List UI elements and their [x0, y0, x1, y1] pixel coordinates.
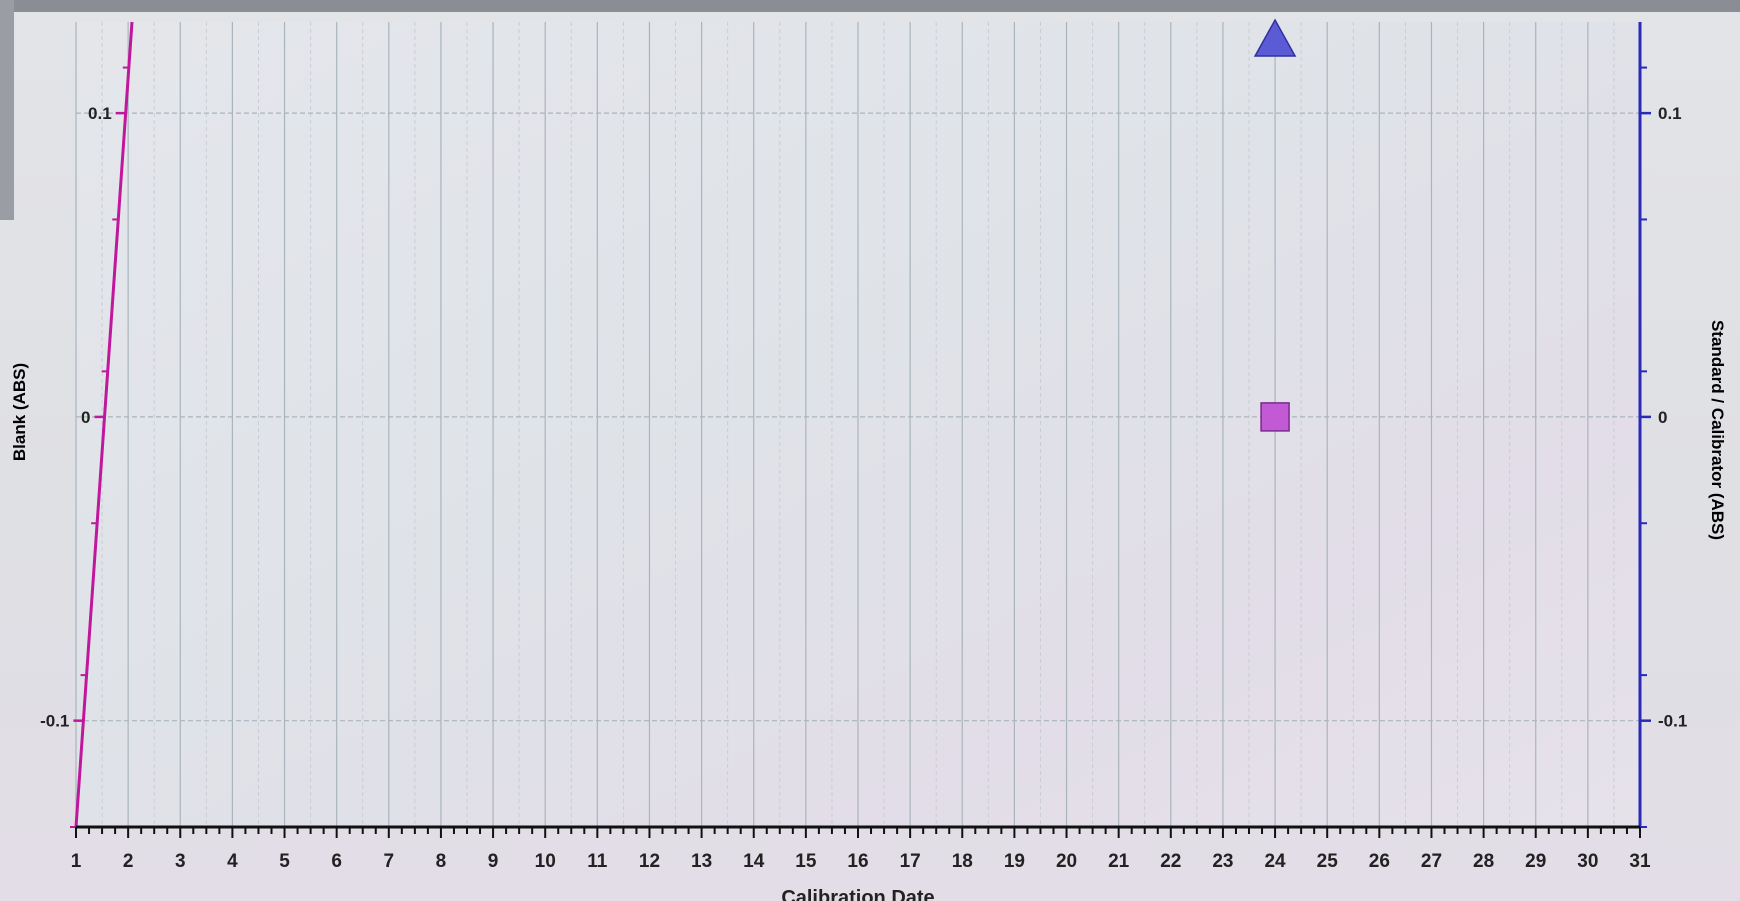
- x-tick-label: 27: [1421, 851, 1442, 872]
- left-axis-line: [74, 21, 134, 828]
- x-tick-label: 6: [331, 851, 342, 872]
- x-tick-label: 22: [1160, 851, 1181, 872]
- right-axis-title: Standard / Calibrator (ABS): [1708, 320, 1727, 540]
- x-tick-label: 30: [1577, 851, 1598, 872]
- x-tick-label: 8: [436, 851, 447, 872]
- x-tick-label: 15: [795, 851, 817, 872]
- window-top-edge: [0, 0, 1740, 12]
- x-tick-label: 29: [1525, 851, 1546, 872]
- x-axis-title: Calibration Date: [781, 887, 934, 901]
- x-tick-label: 31: [1629, 851, 1651, 872]
- x-tick-label: 23: [1212, 851, 1233, 872]
- blank-square-marker: [1260, 402, 1290, 432]
- x-tick-label: 14: [743, 851, 765, 872]
- gridlines: [75, 22, 1641, 827]
- x-tick-label: 2: [123, 851, 134, 872]
- right-tick-label: 0: [1658, 408, 1667, 427]
- x-tick-label: 21: [1108, 851, 1130, 872]
- x-tick-label: 25: [1317, 851, 1339, 872]
- x-tick-label: 13: [691, 851, 712, 872]
- standard-triangle-marker: [1253, 18, 1297, 57]
- x-tick-label: 16: [847, 851, 868, 872]
- right-tick-label: -0.1: [1658, 712, 1687, 731]
- x-tick-label: 17: [900, 851, 921, 872]
- x-tick-label: 11: [587, 851, 608, 872]
- x-tick-label: 24: [1264, 851, 1286, 872]
- x-tick-label: 19: [1004, 851, 1025, 872]
- x-tick-label: 1: [71, 851, 82, 872]
- x-tick-label: 10: [535, 851, 556, 872]
- tick-labels: 0.10-0.10.10-0.11 2 3 4 5 6 7 8 9 10 11 12 13 14 15 16 1…: [40, 104, 1687, 872]
- left-axis-title: Blank (ABS): [10, 363, 29, 461]
- x-tick-label: 26: [1369, 851, 1390, 872]
- left-tick-label: 0.1: [88, 104, 112, 123]
- window-left-edge: [0, 0, 14, 220]
- right-tick-label: 0.1: [1658, 104, 1682, 123]
- x-tick-label: 5: [279, 851, 290, 872]
- x-tick-label: 4: [227, 851, 238, 872]
- left-tick-label: -0.1: [40, 712, 69, 731]
- x-tick-label: 18: [952, 851, 973, 872]
- x-tick-label: 12: [639, 851, 660, 872]
- data-markers: [1253, 18, 1297, 432]
- x-tick-label: 3: [175, 851, 186, 872]
- axes: [70, 21, 1651, 838]
- x-tick-label: 20: [1056, 851, 1077, 872]
- x-tick-label: 7: [384, 851, 395, 872]
- x-tick-label: 9: [488, 851, 499, 872]
- left-tick-label: 0: [81, 408, 90, 427]
- x-tick-label: 28: [1473, 851, 1494, 872]
